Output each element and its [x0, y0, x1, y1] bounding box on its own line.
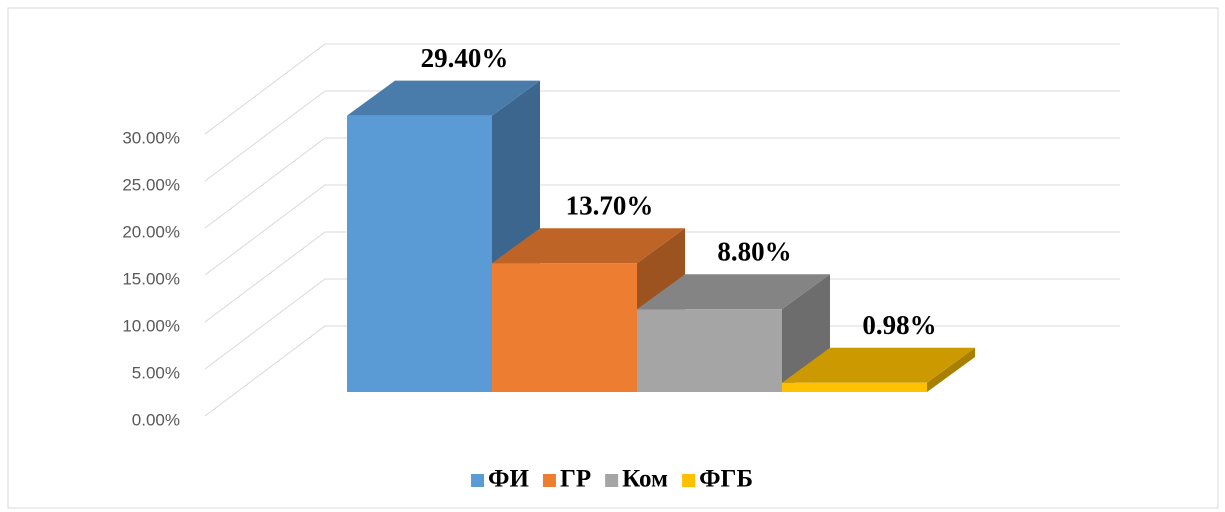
bar-top — [637, 274, 830, 310]
y-tick-label: 30.00% — [122, 128, 180, 147]
grid-line — [204, 137, 1120, 229]
legend-swatch — [605, 474, 619, 487]
bar-top — [782, 347, 975, 383]
legend-swatch — [471, 474, 485, 487]
legend-label: ГР — [560, 466, 591, 493]
y-tick-label: 10.00% — [122, 316, 180, 335]
grid-line — [204, 43, 1120, 135]
bar — [637, 309, 782, 392]
bar-top — [347, 80, 540, 116]
bar — [492, 263, 637, 392]
grid-line — [204, 278, 1120, 370]
bar — [782, 382, 927, 392]
y-tick-label: 15.00% — [122, 269, 180, 288]
grid-line — [204, 90, 1120, 182]
data-label: 8.80% — [717, 236, 791, 266]
grid-line — [204, 325, 1120, 417]
legend-label: Ком — [622, 466, 668, 493]
data-label: 29.40% — [421, 43, 509, 73]
data-label: 0.98% — [862, 310, 936, 340]
y-tick-label: 20.00% — [122, 222, 180, 241]
legend-swatch — [542, 474, 556, 487]
bar-top — [492, 228, 685, 264]
bar-side — [927, 347, 975, 392]
grid-line — [204, 231, 1120, 323]
data-label: 13.70% — [566, 190, 654, 220]
legend-label: ФГБ — [699, 466, 753, 493]
bar — [347, 115, 492, 392]
legend-swatch — [682, 474, 696, 487]
y-tick-label: 0.00% — [132, 410, 180, 429]
grid-line — [204, 184, 1120, 276]
y-tick-label: 25.00% — [122, 175, 180, 194]
legend-label: ФИ — [488, 466, 529, 493]
y-tick-label: 5.00% — [132, 363, 180, 382]
